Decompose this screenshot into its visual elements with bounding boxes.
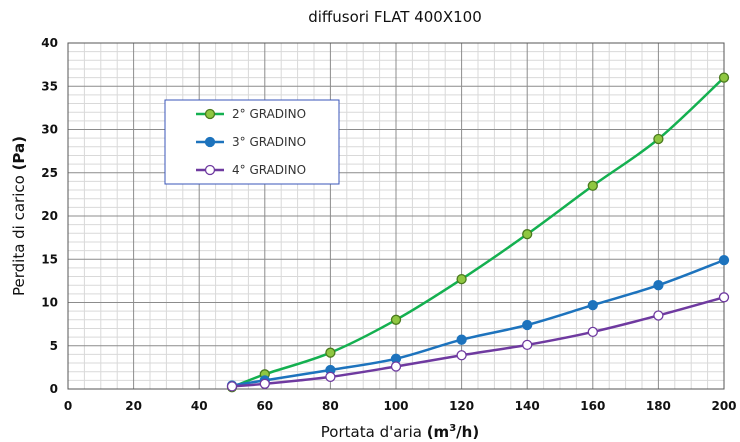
series-2-gradino-point [325,347,336,358]
y-tick-label: 30 [41,123,58,137]
x-tick-label: 140 [515,399,540,413]
x-tick-label: 80 [322,399,339,413]
y-tick-label: 20 [41,209,58,223]
legend-label: 3° GRADINO [232,135,306,149]
legend-marker [204,136,216,148]
series-3-gradino-point [653,280,664,291]
series-3-gradino-point [522,319,533,331]
series-2-gradino-point [522,229,533,240]
series-4-gradino-point [456,350,467,361]
plot-area [67,42,725,390]
series-4-gradino-point [259,378,270,389]
x-tick-label: 160 [580,399,605,413]
x-tick-label: 0 [64,399,72,413]
y-axis-ticks: 0 5 10 15 20 25 30 35 40 [41,36,58,396]
x-tick-label: 100 [383,399,408,413]
y-tick-label: 10 [41,296,58,310]
y-tick-label: 35 [41,79,58,93]
x-tick-label: 60 [256,399,273,413]
series-4-gradino-point [653,310,664,321]
x-tick-label: 120 [449,399,474,413]
y-axis-label: Perdita di carico (Pa) [10,136,28,296]
series-2-gradino-point [587,180,598,191]
legend-marker [204,108,216,120]
series-3-gradino-point [718,254,730,266]
chart-title: diffusori FLAT 400X100 [308,8,482,26]
series-markers [226,72,730,393]
series-4-gradino-point [718,292,730,303]
series-3-gradino-point [587,299,598,311]
series-4-gradino-point [325,371,336,383]
series-2-gradino-point [390,314,402,325]
y-tick-label: 0 [50,382,58,396]
legend: 2° GRADINO 3° GRADINO 4° GRADINO [164,99,340,185]
y-tick-label: 5 [50,339,58,353]
legend-label: 2° GRADINO [232,107,306,121]
y-tick-label: 15 [41,252,58,266]
x-tick-label: 40 [191,399,208,413]
series-4-gradino-point [522,339,533,351]
x-tick-label: 20 [125,399,142,413]
legend-label: 4° GRADINO [232,163,306,177]
x-axis-label: Portata d'aria (m3/h) [321,423,479,441]
legend-marker [204,164,216,176]
series-2-gradino-point [718,72,730,83]
x-tick-label: 180 [646,399,671,413]
series-2-gradino-point [456,273,467,285]
y-tick-label: 40 [41,36,58,50]
series-4-gradino-point [390,361,402,372]
series-2-gradino-point [653,133,664,145]
series-4-gradino-point [587,326,598,338]
x-axis-ticks: 0 20 40 60 80 100 120 140 160 180 200 [64,399,737,413]
y-tick-label: 25 [41,166,58,180]
series-3-gradino-point [456,334,467,345]
legend-box [164,99,340,185]
x-tick-label: 200 [711,399,736,413]
series-4-gradino-point [226,381,238,392]
